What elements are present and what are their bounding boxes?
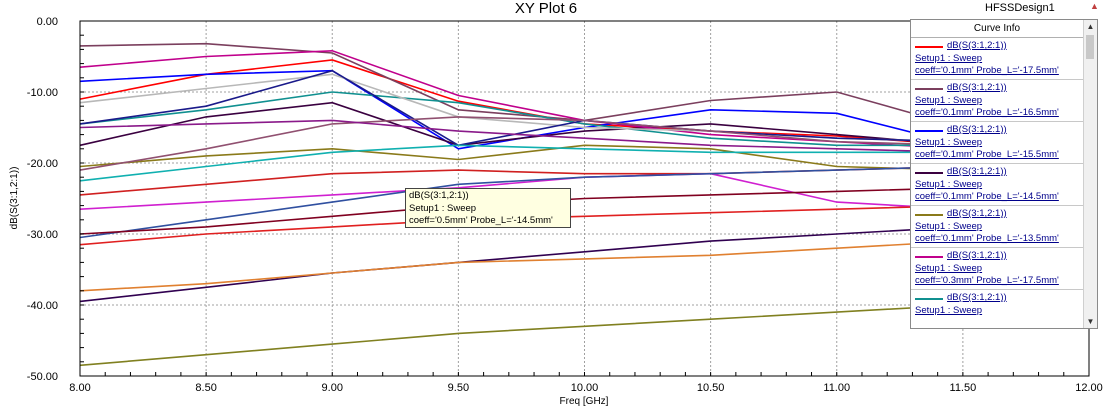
legend-line3: coeff='0.1mm' Probe_L='-13.5mm' — [915, 233, 1059, 244]
legend-swatch — [915, 172, 943, 174]
legend-line2: Setup1 : Sweep — [915, 263, 983, 274]
legend-line3: coeff='0.1mm' Probe_L='-14.5mm' — [915, 191, 1059, 202]
x-tick-label: 11.00 — [823, 382, 850, 394]
legend-entry[interactable]: dB(S(3:1,2:1)) Setup1 : Sweep coeff='0.1mm… — [911, 122, 1083, 164]
scroll-down-icon[interactable]: ▼ — [1086, 317, 1095, 326]
legend-line1: dB(S(3:1,2:1)) — [947, 40, 1007, 51]
x-tick-label: 8.50 — [195, 382, 216, 394]
legend-line1: dB(S(3:1,2:1)) — [947, 166, 1007, 177]
legend-entry[interactable]: dB(S(3:1,2:1)) Setup1 : Sweep coeff='0.1mm… — [911, 164, 1083, 206]
legend-list: dB(S(3:1,2:1)) Setup1 : Sweep coeff='0.1mm… — [911, 38, 1083, 328]
legend-line2: Setup1 : Sweep — [915, 305, 983, 316]
legend-swatch — [915, 130, 943, 132]
x-tick-label: 8.00 — [69, 382, 90, 394]
y-tick-label: -10.00 — [27, 87, 58, 99]
ticks: 8.00 8.50 9.00 9.50 10.00 10.50 11.00 11.50 12.0… — [27, 16, 1103, 394]
legend-entry[interactable]: dB(S(3:1,2:1)) Setup1 : Sweep coeff='0.1mm… — [911, 38, 1083, 80]
y-axis-label: dB(S(3:1,2:1)) — [9, 167, 20, 230]
legend-line3: coeff='0.3mm' Probe_L='-17.5mm' — [915, 275, 1059, 286]
x-tick-label: 9.50 — [448, 382, 469, 394]
legend-line2: Setup1 : Sweep — [915, 137, 983, 148]
legend-line2: Setup1 : Sweep — [915, 53, 983, 64]
tooltip-trace-name: dB(S(3:1,2:1)) — [409, 190, 469, 201]
legend-entry[interactable]: dB(S(3:1,2:1)) Setup1 : Sweep coeff='0.1mm… — [911, 206, 1083, 248]
tooltip-setup: Setup1 : Sweep — [409, 202, 477, 214]
legend-scrollbar[interactable]: ▲ ▼ — [1083, 20, 1097, 328]
y-tick-label: -40.00 — [27, 300, 58, 312]
y-tick-label: -30.00 — [27, 229, 58, 241]
x-tick-label: 11.50 — [950, 382, 977, 394]
legend-swatch — [915, 214, 943, 216]
x-tick-label: 12.00 — [1075, 382, 1103, 394]
scroll-thumb[interactable] — [1086, 35, 1094, 59]
legend-line3: coeff='0.1mm' Probe_L='-15.5mm' — [915, 149, 1059, 160]
legend-line2: Setup1 : Sweep — [915, 179, 983, 190]
legend-line3: coeff='0.1mm' Probe_L='-17.5mm' — [915, 65, 1059, 76]
y-tick-label: -50.00 — [27, 371, 58, 383]
design-name: HFSSDesign1 — [985, 2, 1055, 14]
legend-entry[interactable]: dB(S(3:1,2:1)) Setup1 : Sweep coeff='0.3mm… — [911, 248, 1083, 290]
curve-info-legend[interactable]: Curve Info dB(S(3:1,2:1)) Setup1 : Sweep c… — [910, 19, 1098, 329]
legend-line1: dB(S(3:1,2:1)) — [947, 124, 1007, 135]
pin-icon[interactable]: ▲ — [1090, 1, 1099, 11]
data-tooltip: dB(S(3:1,2:1)) Setup1 : Sweep coeff='0.5… — [405, 188, 571, 228]
x-tick-label: 10.00 — [571, 382, 599, 394]
legend-swatch — [915, 256, 943, 258]
plot-title: XY Plot 6 — [515, 0, 577, 17]
legend-line3: coeff='0.1mm' Probe_L='-16.5mm' — [915, 107, 1059, 118]
legend-swatch — [915, 298, 943, 300]
legend-line1: dB(S(3:1,2:1)) — [947, 292, 1007, 303]
legend-line2: Setup1 : Sweep — [915, 221, 983, 232]
legend-line1: dB(S(3:1,2:1)) — [947, 208, 1007, 219]
y-tick-label: 0.00 — [37, 16, 58, 28]
x-tick-label: 9.00 — [322, 382, 343, 394]
tooltip-variation: coeff='0.5mm' Probe_L='-14.5mm' — [409, 215, 553, 226]
scroll-up-icon[interactable]: ▲ — [1086, 22, 1095, 31]
legend-entry[interactable]: dB(S(3:1,2:1)) Setup1 : Sweep — [911, 290, 1083, 328]
curve-info-header: Curve Info — [911, 20, 1083, 38]
x-axis-label: Freq [GHz] — [560, 396, 609, 407]
legend-line1: dB(S(3:1,2:1)) — [947, 82, 1007, 93]
legend-entry[interactable]: dB(S(3:1,2:1)) Setup1 : Sweep coeff='0.1mm… — [911, 80, 1083, 122]
legend-line2: Setup1 : Sweep — [915, 95, 983, 106]
x-tick-label: 10.50 — [697, 382, 725, 394]
y-tick-label: -20.00 — [27, 158, 58, 170]
legend-line1: dB(S(3:1,2:1)) — [947, 250, 1007, 261]
legend-swatch — [915, 46, 943, 48]
legend-swatch — [915, 88, 943, 90]
